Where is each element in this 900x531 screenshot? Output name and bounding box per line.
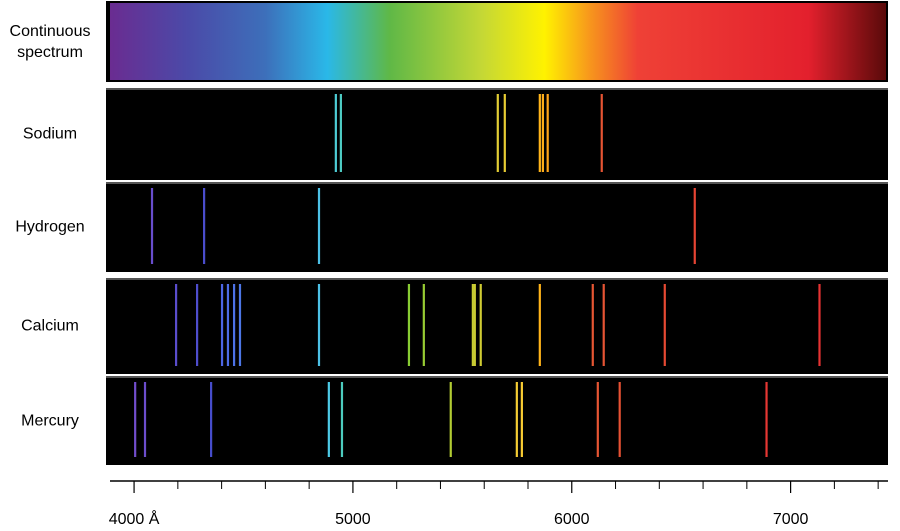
row-background <box>106 182 888 272</box>
x-tick-label: 7000 <box>773 511 809 528</box>
x-tick-label: 6000 <box>554 511 590 528</box>
row-label: Hydrogen <box>15 218 85 236</box>
row-label: Mercury <box>21 412 79 429</box>
row-background <box>106 278 888 374</box>
row-label: Continuous spectrum <box>9 22 91 61</box>
x-tick-label: 4000 Å <box>109 509 160 528</box>
row-label: Calcium <box>21 317 79 335</box>
continuous-spectrum <box>110 3 886 80</box>
row-label: Sodium <box>22 125 78 143</box>
row-background <box>106 376 888 465</box>
x-tick-label: 5000 <box>335 511 371 528</box>
